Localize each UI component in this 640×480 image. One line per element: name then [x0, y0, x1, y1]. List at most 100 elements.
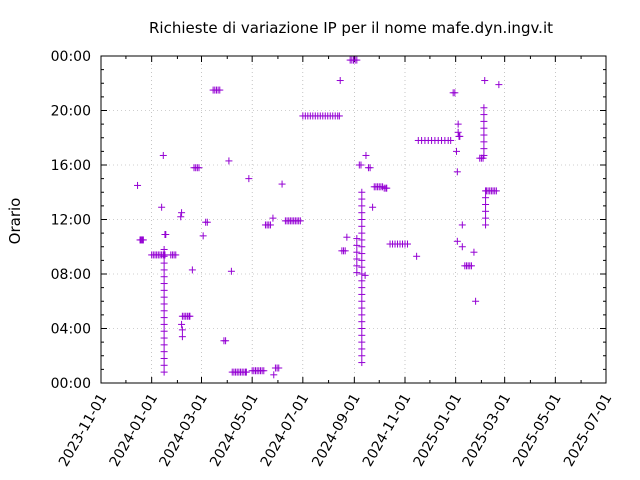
data-point — [177, 213, 185, 221]
y-tick-labels: 00:00 04:00 08:00 12:00 16:00 20:00 00:00 — [51, 49, 91, 392]
data-point — [160, 245, 168, 253]
y-tick-label: 20:00 — [51, 104, 91, 120]
data-point — [480, 104, 488, 112]
data-point — [227, 267, 235, 275]
data-point — [470, 248, 478, 256]
data-point — [178, 333, 186, 341]
data-point — [160, 368, 168, 376]
y-tick-label: 12:00 — [51, 213, 91, 229]
data-point — [160, 273, 168, 281]
data-point — [160, 327, 168, 335]
data-point — [353, 255, 361, 263]
data-point — [160, 280, 168, 288]
data-point — [353, 262, 361, 270]
data-point — [160, 334, 168, 342]
data-point — [358, 250, 366, 258]
data-point — [358, 202, 366, 210]
y-axis-label: Orario — [6, 198, 24, 245]
data-point — [472, 297, 480, 305]
data-point — [358, 188, 366, 196]
data-point — [358, 318, 366, 326]
data-point — [336, 77, 344, 85]
data-point — [160, 307, 168, 315]
data-point — [186, 312, 194, 320]
x-tick-label: 2024-07-01 — [258, 391, 313, 469]
y-tick-label: 00:00 — [51, 376, 91, 392]
data-point — [383, 184, 391, 192]
data-point — [366, 164, 374, 172]
data-point — [481, 77, 489, 85]
data-point — [453, 237, 461, 245]
data-point — [195, 164, 203, 172]
data-point — [456, 132, 464, 140]
y-tick-label: 04:00 — [51, 322, 91, 338]
data-point — [160, 300, 168, 308]
data-point — [358, 311, 366, 319]
data-point — [353, 235, 361, 243]
data-point — [480, 151, 488, 159]
data-point — [358, 345, 366, 353]
data-point — [134, 181, 142, 189]
data-point — [245, 175, 253, 183]
data-point — [447, 136, 455, 144]
data-point — [358, 236, 366, 244]
data-point — [480, 111, 488, 119]
data-point — [225, 157, 233, 165]
data-point — [358, 331, 366, 339]
data-point — [172, 251, 180, 259]
data-point — [454, 120, 462, 128]
data-point — [451, 89, 459, 97]
data-point — [480, 145, 488, 153]
data-point — [358, 195, 366, 203]
data-point — [160, 293, 168, 301]
data-point — [492, 187, 500, 195]
data-point — [379, 183, 387, 191]
data-point — [158, 203, 166, 211]
x-tick-label: 2025-07-01 — [561, 391, 616, 469]
data-point — [358, 338, 366, 346]
data-point — [358, 263, 366, 271]
data-point — [178, 320, 186, 328]
data-point — [358, 304, 366, 312]
data-point — [369, 203, 377, 211]
data-point — [160, 252, 168, 260]
data-point — [139, 236, 147, 244]
data-point — [160, 341, 168, 349]
data-point — [270, 371, 278, 379]
data-point — [458, 221, 466, 229]
data-point — [482, 214, 490, 222]
y-tick-label: 16:00 — [51, 158, 91, 174]
data-point — [188, 266, 196, 274]
data-point — [353, 241, 361, 249]
data-point — [453, 168, 461, 176]
data-point — [480, 138, 488, 146]
data-point — [160, 314, 168, 322]
data-point — [160, 354, 168, 362]
data-point — [358, 270, 366, 278]
x-tick-label: 2024-05-01 — [207, 391, 262, 469]
data-point — [269, 214, 277, 222]
data-point — [216, 86, 224, 94]
data-point — [278, 180, 286, 188]
data-point — [222, 337, 230, 345]
data-point — [452, 147, 460, 155]
data-point — [159, 151, 167, 159]
data-point — [343, 233, 351, 241]
data-point — [160, 361, 168, 369]
data-point — [358, 325, 366, 332]
y-tick-label: 00:00 — [51, 49, 91, 65]
data-point — [482, 221, 490, 229]
data-points — [134, 56, 503, 379]
data-point — [266, 221, 274, 229]
data-point — [353, 248, 361, 256]
grid — [101, 56, 606, 383]
data-point — [480, 131, 488, 139]
x-tick-label: 2024-11-01 — [360, 391, 415, 469]
data-point — [203, 218, 211, 226]
data-point — [358, 222, 366, 230]
data-point — [413, 252, 421, 260]
plot-frame — [100, 55, 607, 384]
y-tick-label: 08:00 — [51, 267, 91, 283]
x-tick-label: 2025-01-01 — [411, 391, 466, 469]
